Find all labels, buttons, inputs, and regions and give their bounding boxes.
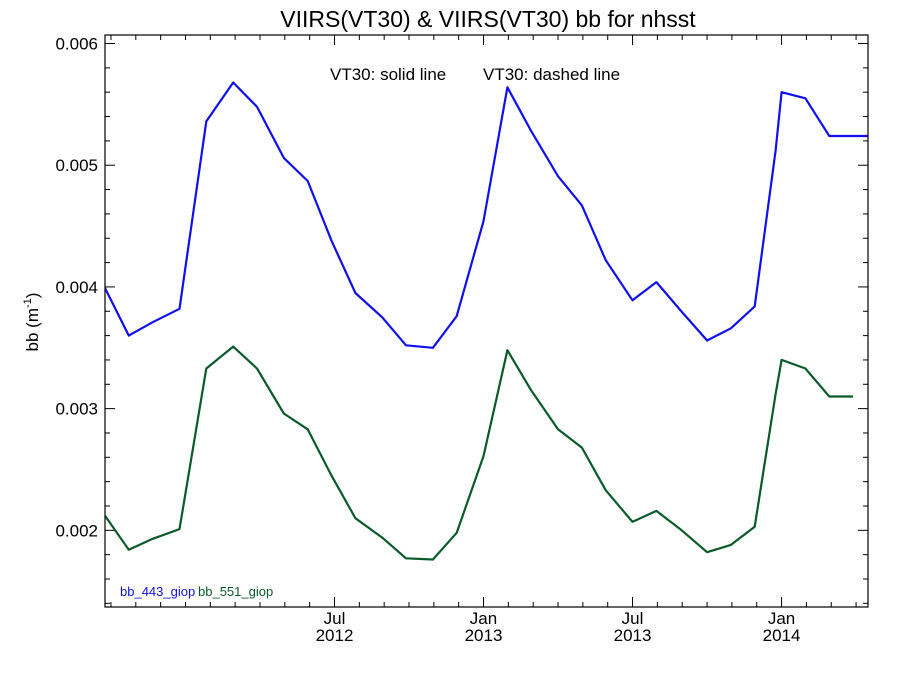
- x-tick-label-year: 2012: [316, 626, 354, 645]
- y-axis-ticks: 0.002 0.003 0.004 0.005 0.006: [55, 35, 868, 604]
- x-tick-label-month: Jan: [470, 609, 497, 628]
- y-tick-label: 0.004: [55, 278, 98, 297]
- y-tick-label: 0.003: [55, 400, 98, 419]
- x-tick-label-month: Jan: [768, 609, 795, 628]
- y-tick-label: 0.005: [55, 156, 98, 175]
- y-axis-label: bb (m-1): [22, 293, 42, 352]
- series-line-bb_551_giop: [105, 345, 854, 561]
- y-axis-label-main: bb (m: [23, 308, 42, 351]
- series-lines: [105, 81, 868, 561]
- x-tick-label-month: Jul: [324, 609, 346, 628]
- chart-title: VIIRS(VT30) & VIIRS(VT30) bb for nhsst: [280, 6, 696, 32]
- x-tick-label-month: Jul: [622, 609, 644, 628]
- y-axis-label-exponent: -1: [22, 298, 34, 308]
- x-tick-label-year: 2013: [614, 626, 652, 645]
- x-tick-label-year: 2014: [763, 626, 801, 645]
- annotation-solid: VT30: solid line: [330, 65, 446, 84]
- series-line-bb_443_giop: [105, 81, 868, 349]
- annotation-dashed: VT30: dashed line: [483, 65, 620, 84]
- legend-label-bb_551_giop: bb_551_giop: [198, 584, 273, 599]
- x-tick-label-year: 2013: [465, 626, 503, 645]
- y-tick-label: 0.006: [55, 35, 98, 54]
- legend: bb_443_giop bb_551_giop: [120, 584, 273, 599]
- plot-frame: [104, 34, 869, 608]
- legend-label-bb_443_giop: bb_443_giop: [120, 584, 195, 599]
- y-tick-label: 0.002: [55, 521, 98, 540]
- y-axis-label-close: ): [23, 293, 42, 299]
- x-axis-ticks: Jul2012Jan2013Jul2013Jan2014Jul2014: [110, 35, 857, 645]
